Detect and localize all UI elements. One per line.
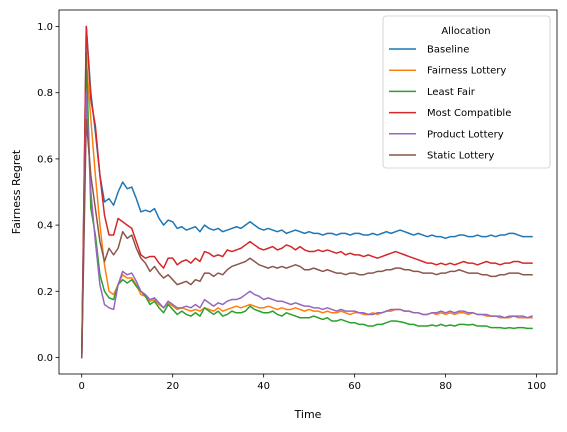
legend-item-fairness-lottery[interactable]: Fairness Lottery	[389, 66, 506, 77]
x-axis: 0 20 40 60 80 100	[79, 374, 546, 392]
legend-item-baseline[interactable]: Baseline	[389, 45, 469, 56]
legend-label: Baseline	[427, 45, 469, 56]
y-tick-label: 0.0	[37, 353, 53, 364]
series-line-most-compatible	[80, 25, 533, 359]
legend-label: Product Lottery	[427, 129, 504, 140]
series-line-static-lottery	[80, 118, 533, 359]
series-layer	[80, 25, 533, 359]
legend-title: Allocation	[441, 26, 490, 37]
legend-item-static-lottery[interactable]: Static Lottery	[389, 151, 494, 162]
x-tick-label: 40	[257, 381, 270, 392]
x-tick-label: 80	[439, 381, 452, 392]
series-line-product-lottery	[80, 91, 533, 359]
y-tick-label: 0.2	[37, 287, 53, 298]
x-axis-title: Time	[294, 408, 322, 421]
legend-label: Fairness Lottery	[427, 66, 506, 77]
y-tick-label: 0.4	[37, 221, 53, 232]
x-tick-label: 0	[79, 381, 85, 392]
x-tick-label: 20	[166, 381, 179, 392]
legend-item-least-fair[interactable]: Least Fair	[389, 87, 476, 98]
legend[interactable]: Allocation Baseline Fairness Lottery Least…	[382, 15, 551, 169]
legend-box	[382, 15, 551, 169]
x-tick-label: 100	[527, 381, 546, 392]
plot-frame	[58, 9, 558, 375]
legend-item-most-compatible[interactable]: Most Compatible	[389, 108, 511, 119]
x-tick-label: 60	[348, 381, 361, 392]
legend-item-product-lottery[interactable]: Product Lottery	[389, 129, 504, 140]
y-tick-label: 1.0	[37, 22, 53, 33]
series-line-least-fair	[80, 52, 533, 359]
legend-items: Baseline Fairness Lottery Least Fair Most C…	[389, 45, 511, 162]
series-line-baseline	[80, 25, 533, 359]
y-tick-label: 0.8	[37, 88, 53, 99]
legend-label: Most Compatible	[427, 108, 511, 119]
y-axis: 0.0 0.2 0.4 0.6 0.8 1.0	[37, 22, 59, 364]
y-axis-title: Fairness Regret	[10, 149, 23, 234]
y-tick-label: 0.6	[37, 154, 53, 165]
legend-label: Static Lottery	[427, 151, 494, 162]
legend-label: Least Fair	[427, 87, 476, 98]
series-line-fairness-lottery	[80, 58, 533, 359]
